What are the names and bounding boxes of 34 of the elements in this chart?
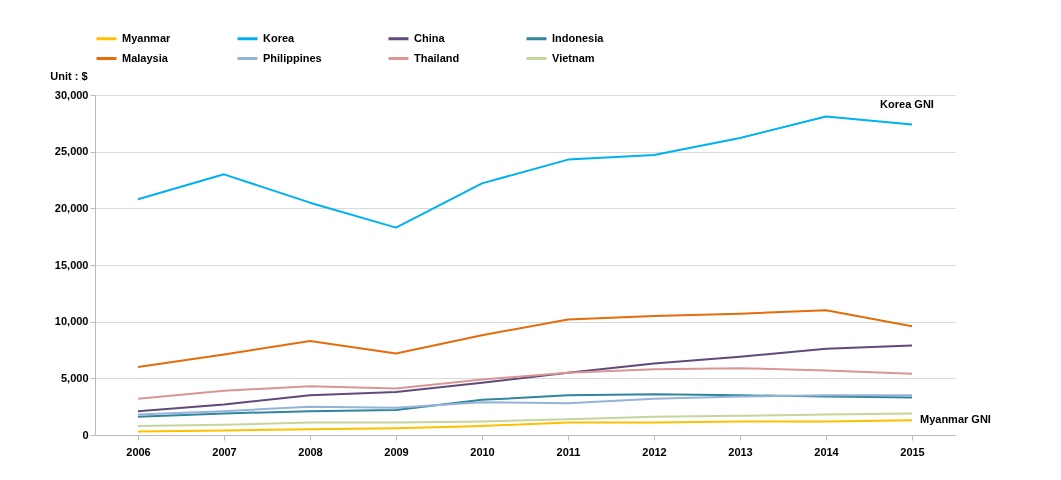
x-tick-label: 2006 <box>126 445 151 458</box>
legend-label: China <box>414 31 446 44</box>
x-tick-label: 2008 <box>298 445 323 458</box>
y-tick-label: 10,000 <box>54 315 89 328</box>
legend-label: Korea <box>263 31 296 44</box>
y-tick-label: 20,000 <box>54 201 89 214</box>
annotation: Myanmar GNI <box>920 413 991 426</box>
y-tick-label: 5,000 <box>60 371 89 384</box>
legend-label: Indonesia <box>552 31 605 44</box>
x-tick-label: 2010 <box>470 445 495 458</box>
line-series <box>137 419 913 433</box>
y-tick-label: 30,000 <box>54 88 89 101</box>
y-tick-label: 25,000 <box>54 145 89 158</box>
legend-label: Myanmar <box>122 31 172 44</box>
legend-label: Philippines <box>263 51 322 64</box>
x-tick-label: 2014 <box>814 445 840 458</box>
line-series <box>137 367 913 400</box>
y-tick-label: 15,000 <box>54 258 89 271</box>
legend-label: Vietnam <box>552 51 595 64</box>
x-tick-label: 2007 <box>212 445 237 458</box>
x-tick-label: 2015 <box>900 445 925 458</box>
x-tick-label: 2012 <box>642 445 667 458</box>
y-axis-title: Unit : $ <box>50 69 88 82</box>
line-series <box>137 344 913 413</box>
x-tick-label: 2013 <box>728 445 753 458</box>
x-tick-label: 2011 <box>556 445 581 458</box>
line-series <box>137 115 913 229</box>
legend-label: Malaysia <box>122 51 169 64</box>
annotation: Korea GNI <box>880 98 934 111</box>
line-series <box>137 309 913 368</box>
x-tick-label: 2009 <box>384 445 409 458</box>
y-tick-label: 0 <box>82 428 89 441</box>
line-series <box>137 412 913 427</box>
legend-label: Thailand <box>414 51 460 64</box>
